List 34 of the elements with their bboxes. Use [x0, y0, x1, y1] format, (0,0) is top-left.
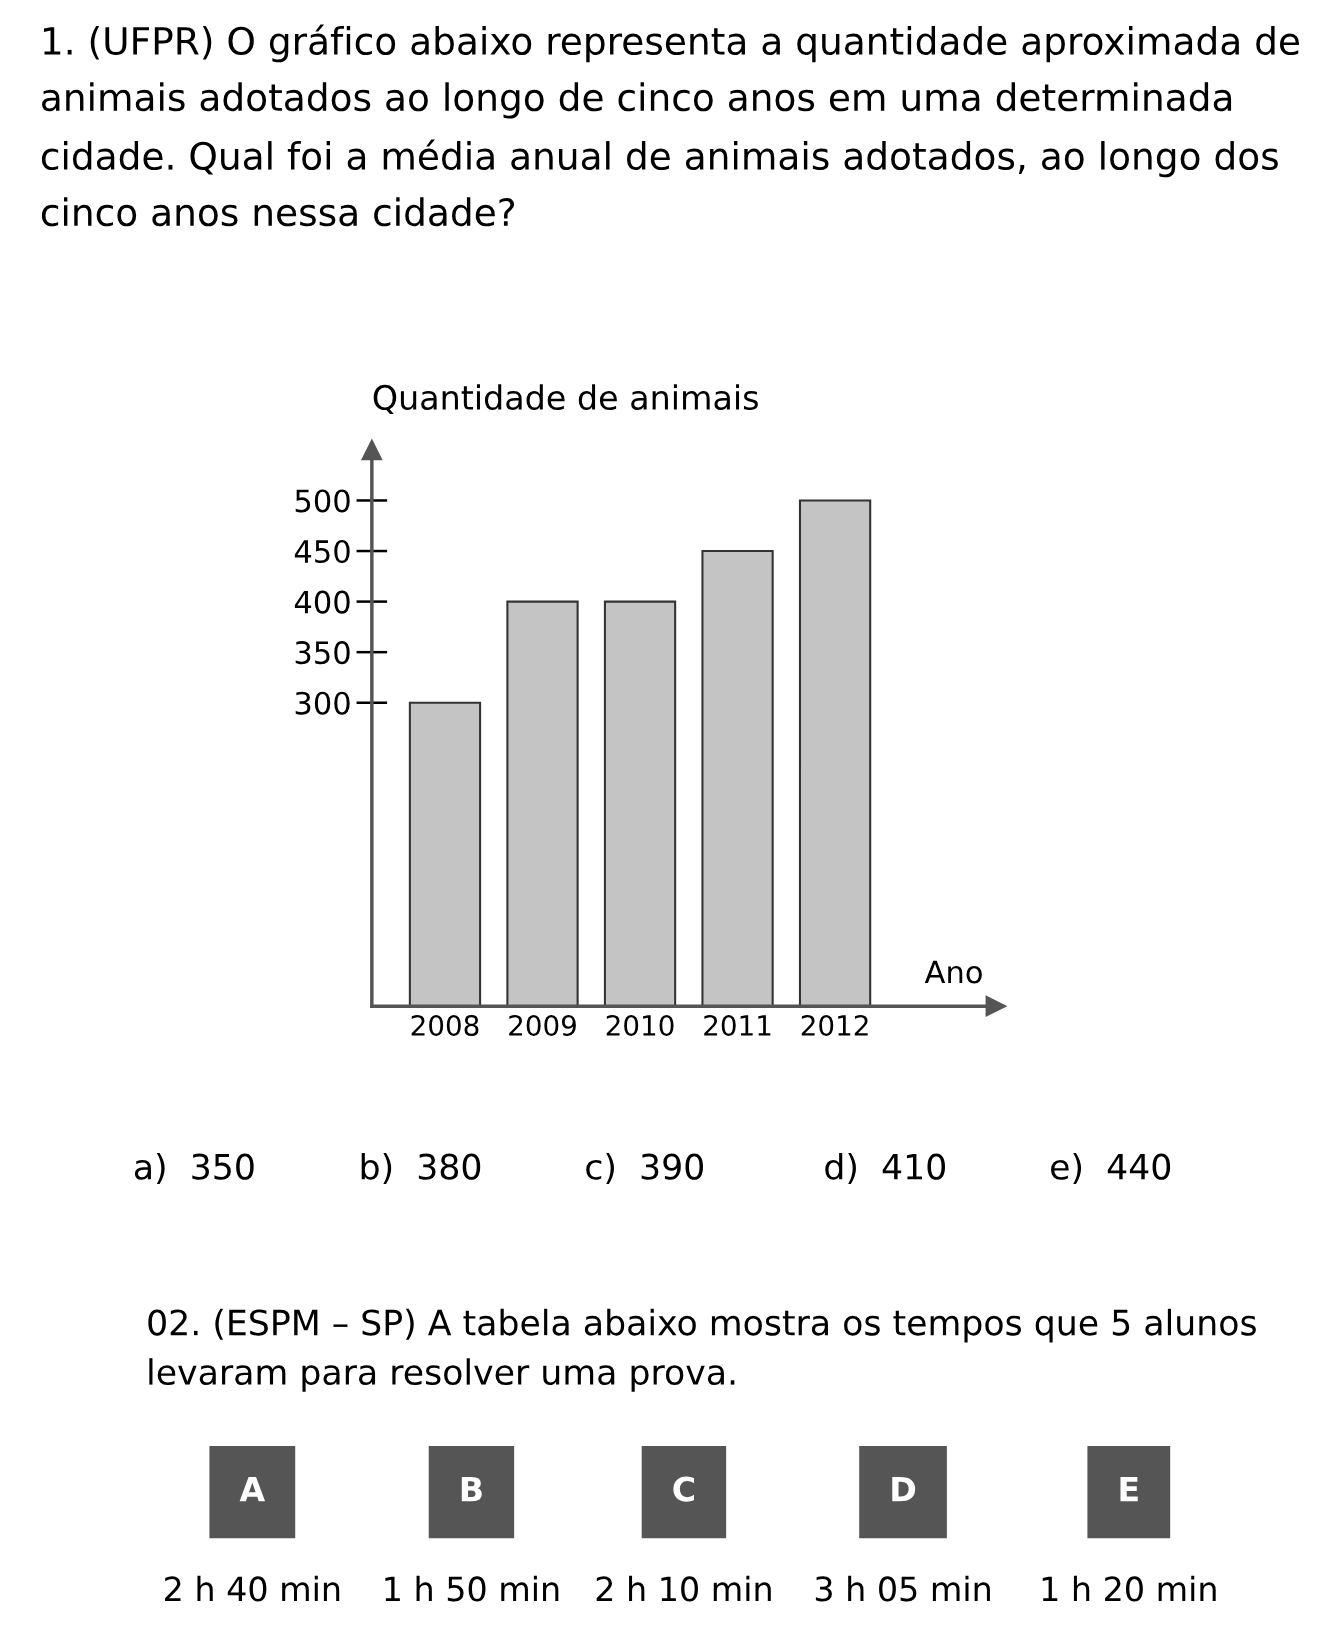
bar	[506, 600, 579, 1007]
bar	[603, 600, 677, 1007]
y-tick-label: 400	[294, 590, 350, 614]
text: D	[892, 1476, 916, 1502]
text: b) 380	[361, 1152, 481, 1184]
text: a) 350	[134, 1152, 254, 1184]
x-tick-label: 2011	[704, 1014, 771, 1036]
text: C	[673, 1476, 695, 1502]
text: 02. (ESPM – SP) A tabela abaixo mostra os tempos que 5 alunos levaram para resolver uma prova.	[148, 1308, 1256, 1392]
x-tick-label: 2008	[411, 1014, 479, 1036]
bar	[408, 701, 482, 1007]
bar	[798, 499, 872, 1007]
y-tick-label: 300	[295, 691, 350, 715]
text: 3 h 05 min	[815, 1575, 990, 1602]
text: E	[1120, 1476, 1138, 1502]
text: 2 h 10 min	[596, 1575, 771, 1602]
y-tick-label: 350	[295, 641, 350, 665]
y-tick-label: 500	[295, 489, 350, 513]
text: B	[461, 1476, 482, 1502]
text: 2 h 40 min	[165, 1575, 340, 1602]
chart-title: 1. (UFPR) O gráfico abaixo representa a quantidade aproximada de animais adotados ao longo de cinco anos em uma determinada cidade. Qual foi a média anual de animais adotados, ao longo dos cinco anos nessa cidade?	[41, 24, 1300, 227]
x-axis-title: Ano	[924, 960, 982, 984]
text: e) 440	[1051, 1152, 1171, 1184]
text: 1 h 50 min	[385, 1575, 559, 1602]
bar	[701, 549, 774, 1007]
y-tick-label: 450	[294, 539, 350, 564]
text: d) 410	[825, 1152, 945, 1184]
y-axis-title: Quantidade de animais	[373, 384, 758, 414]
text: A	[239, 1476, 266, 1502]
x-tick-label: 2012	[801, 1014, 868, 1036]
x-tick-label: 2009	[509, 1014, 576, 1036]
x-tick-label: 2010	[606, 1014, 674, 1036]
text: c) 390	[586, 1152, 703, 1184]
text: 1 h 20 min	[1042, 1575, 1216, 1602]
